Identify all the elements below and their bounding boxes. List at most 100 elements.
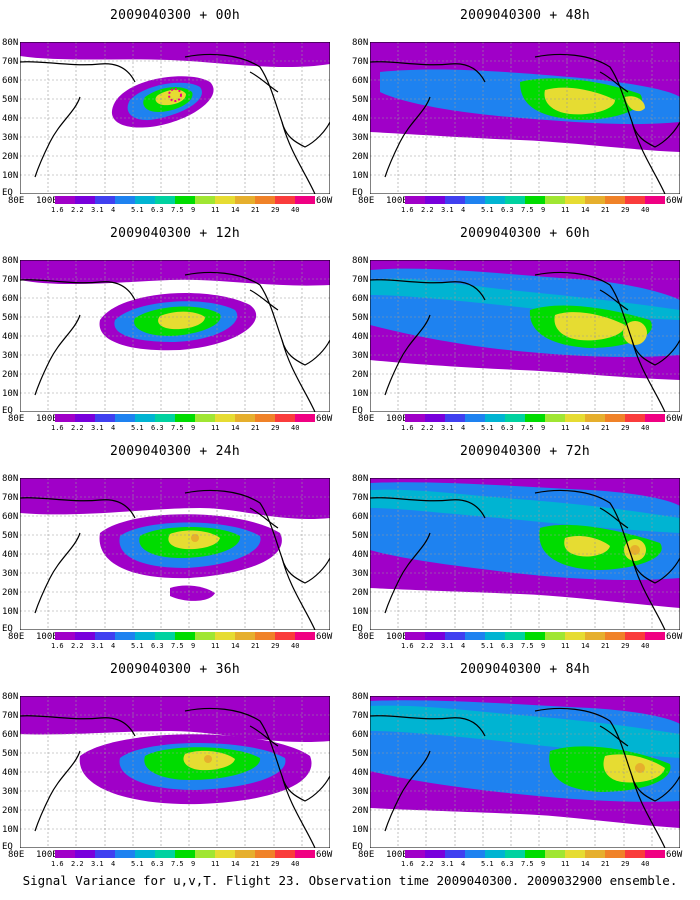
- lon-label: 100E: [36, 850, 58, 860]
- lat-label: 80N: [2, 474, 19, 484]
- colorbar-label: 11: [561, 206, 570, 214]
- lat-label: 30N: [352, 787, 369, 797]
- colorbar-label: 5.1: [131, 860, 144, 868]
- colorbar-swatch: [75, 632, 95, 640]
- lat-label: EQ: [352, 624, 363, 634]
- colorbar-label: 14: [231, 424, 240, 432]
- lon-label: 100E: [36, 196, 58, 206]
- colorbar-label: 1.6: [401, 206, 414, 214]
- lat-label: EQ: [2, 188, 13, 198]
- variance-map: [370, 478, 680, 630]
- lon-label: 100E: [386, 632, 408, 642]
- colorbar-label: 40: [291, 206, 300, 214]
- colorbar-label: 6.3: [151, 860, 164, 868]
- colorbar-swatch: [195, 196, 215, 204]
- lat-label: 50N: [2, 531, 19, 541]
- colorbar-label: 2.2: [421, 642, 434, 650]
- variance-map: [20, 260, 330, 412]
- colorbar-label: 1.6: [51, 860, 64, 868]
- colorbar-swatch: [525, 196, 545, 204]
- lat-label: 30N: [2, 351, 19, 361]
- colorbar-swatch: [295, 850, 315, 858]
- colorbar-label: 9: [541, 206, 546, 214]
- colorbar-swatch: [215, 196, 235, 204]
- colorbar-swatch: [255, 414, 275, 422]
- colorbar-label: 2.2: [71, 642, 84, 650]
- lat-label: 70N: [2, 275, 19, 285]
- colorbar: 1.6 2.2 3.1 4 5.1 6.3 7.5 9 11 14 21 29 40: [51, 196, 315, 216]
- colorbar-label: 29: [621, 860, 630, 868]
- lat-label: 60N: [2, 512, 19, 522]
- lat-label: EQ: [352, 406, 363, 416]
- colorbar-swatch: [135, 414, 155, 422]
- colorbar-label: 7.5: [521, 642, 534, 650]
- lat-label: 30N: [352, 351, 369, 361]
- colorbar-label: 9: [191, 206, 196, 214]
- lat-label: 20N: [352, 152, 369, 162]
- colorbar-swatch: [75, 850, 95, 858]
- colorbar-label: 21: [251, 424, 260, 432]
- lat-label: 60N: [352, 512, 369, 522]
- lat-label: 20N: [352, 806, 369, 816]
- colorbar-label: 9: [541, 424, 546, 432]
- colorbar-label: 9: [191, 860, 196, 868]
- colorbar-label: 7.5: [521, 860, 534, 868]
- colorbar-swatch: [135, 632, 155, 640]
- colorbar-label: 11: [211, 642, 220, 650]
- colorbar-swatch: [95, 632, 115, 640]
- panel-12h: 2009040300 + 12h: [0, 218, 350, 436]
- colorbar-label: 6.3: [501, 860, 514, 868]
- colorbar-label: 3.1: [441, 642, 454, 650]
- colorbar-label: 29: [271, 860, 280, 868]
- lon-label: 60W: [316, 414, 333, 424]
- colorbar-label: 5.1: [131, 642, 144, 650]
- colorbar-swatch: [645, 632, 665, 640]
- colorbar-swatch: [55, 196, 75, 204]
- colorbar-swatch: [505, 850, 525, 858]
- colorbar-swatch: [115, 850, 135, 858]
- lat-label: 70N: [352, 57, 369, 67]
- colorbar-label: 40: [641, 206, 650, 214]
- colorbar-label: 2.2: [71, 860, 84, 868]
- colorbar-swatch: [605, 196, 625, 204]
- colorbar-swatch: [485, 632, 505, 640]
- colorbar-swatch: [585, 196, 605, 204]
- lat-label: 40N: [2, 332, 19, 342]
- lat-label: 10N: [2, 171, 19, 181]
- colorbar-swatch: [645, 414, 665, 422]
- lon-label: 80E: [8, 196, 25, 206]
- colorbar-swatch: [235, 196, 255, 204]
- colorbar-swatch: [505, 414, 525, 422]
- colorbar-swatch: [215, 414, 235, 422]
- colorbar-swatch: [235, 632, 255, 640]
- lat-label: 40N: [352, 768, 369, 778]
- colorbar-swatch: [425, 414, 445, 422]
- lat-label: EQ: [2, 406, 13, 416]
- lat-label: 30N: [352, 133, 369, 143]
- colorbar-label: 4: [461, 642, 466, 650]
- colorbar-label: 6.3: [501, 206, 514, 214]
- colorbar-swatch: [405, 414, 425, 422]
- colorbar-swatch: [195, 414, 215, 422]
- lon-label: 100E: [36, 414, 58, 424]
- colorbar-swatch: [275, 850, 295, 858]
- colorbar-swatch: [155, 850, 175, 858]
- lat-label: 10N: [352, 389, 369, 399]
- lat-label: 50N: [352, 749, 369, 759]
- colorbar-label: 14: [581, 424, 590, 432]
- colorbar-label: 3.1: [91, 424, 104, 432]
- colorbar-swatch: [175, 850, 195, 858]
- colorbar-swatch: [295, 414, 315, 422]
- colorbar-swatch: [425, 850, 445, 858]
- lon-label: 60W: [316, 850, 333, 860]
- lat-label: 30N: [2, 569, 19, 579]
- variance-map: [370, 260, 680, 412]
- lat-label: 70N: [2, 711, 19, 721]
- colorbar-swatch: [585, 414, 605, 422]
- colorbar-swatch: [545, 414, 565, 422]
- lat-label: 30N: [2, 133, 19, 143]
- lat-label: 50N: [2, 95, 19, 105]
- colorbar: 1.6 2.2 3.1 4 5.1 6.3 7.5 9 11 14 21 29 40: [401, 850, 665, 870]
- colorbar-label: 40: [291, 642, 300, 650]
- colorbar-label: 29: [271, 206, 280, 214]
